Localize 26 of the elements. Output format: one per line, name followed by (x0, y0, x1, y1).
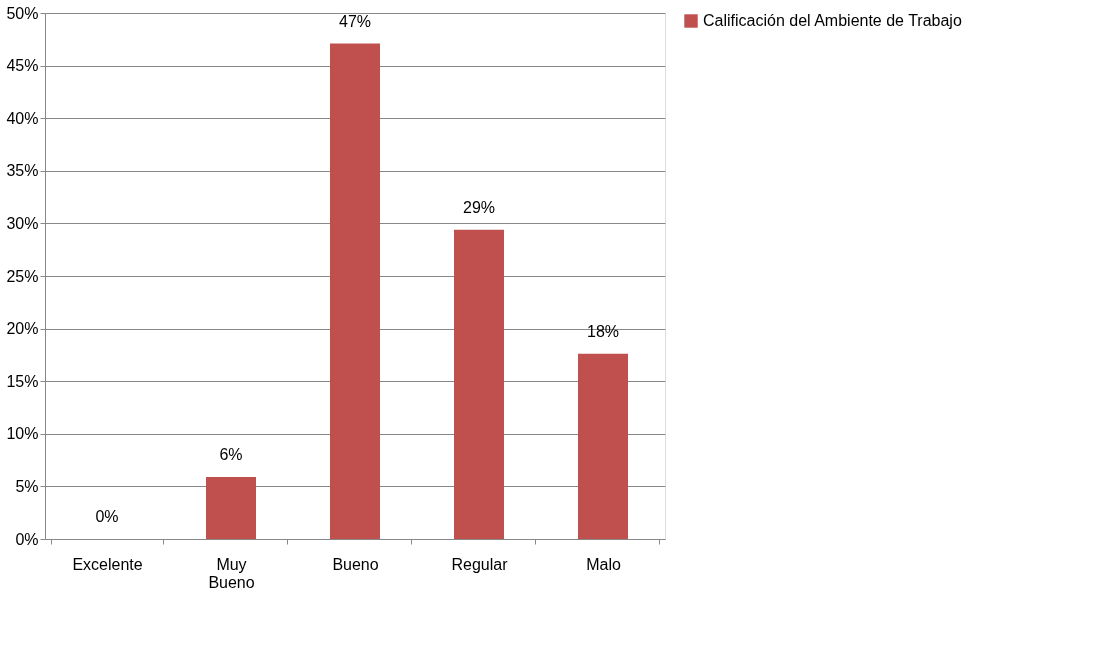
y-tick-label: 30% (6, 214, 39, 232)
legend-label: Calificación del Ambiente de Trabajo (703, 12, 962, 29)
text: 47% (338, 12, 372, 30)
y-tick-label: 15% (6, 372, 39, 390)
text: 6% (219, 445, 243, 463)
y-tick-label: 45% (6, 57, 39, 75)
y-tick-label: 20% (6, 320, 39, 338)
x-tick-label: Malo (586, 555, 621, 573)
y-tick-label: 50% (6, 4, 39, 22)
y-tick-label: 35% (6, 162, 39, 180)
y-tick-label: 5% (15, 477, 39, 495)
y-tick-label: 10% (6, 425, 39, 443)
bar (330, 43, 380, 539)
y-tick-label: 0% (15, 530, 39, 548)
text: 29% (462, 198, 496, 216)
x-tick-label: Bueno (332, 555, 379, 573)
x-tick-label: Muy Bueno (208, 555, 255, 591)
bar (206, 476, 256, 539)
y-tick-label: 40% (6, 109, 39, 127)
text: 0% (95, 508, 119, 525)
x-tick-label: Excelente (72, 555, 143, 573)
bar (578, 353, 628, 539)
text: 18% (586, 322, 620, 340)
y-tick-label: 25% (6, 267, 39, 285)
bar (454, 229, 504, 539)
x-tick-label: Regular (451, 555, 509, 573)
